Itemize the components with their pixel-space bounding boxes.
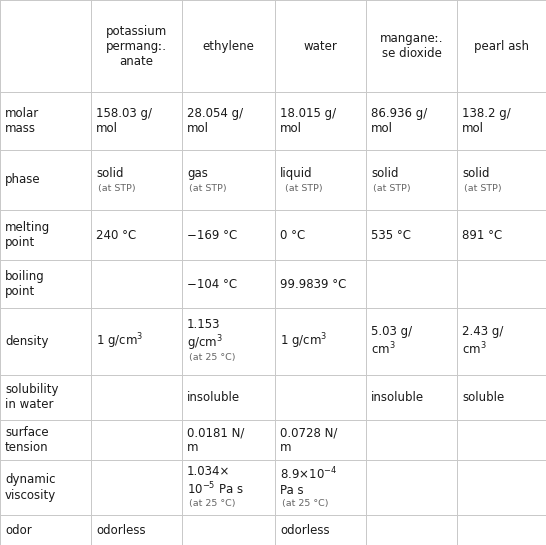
Text: 240 °C: 240 °C xyxy=(96,228,136,241)
Text: potassium
permangː.
anate: potassium permangː. anate xyxy=(106,25,167,68)
Text: manganeː.
se dioxide: manganeː. se dioxide xyxy=(380,32,443,60)
Text: (at STP): (at STP) xyxy=(282,184,323,192)
Text: solid: solid xyxy=(371,167,399,180)
Text: boiling
point: boiling point xyxy=(5,270,45,298)
Text: insoluble: insoluble xyxy=(187,391,240,404)
Text: soluble: soluble xyxy=(462,391,505,404)
Text: (at STP): (at STP) xyxy=(373,184,411,192)
Text: molar
mass: molar mass xyxy=(5,107,39,135)
Text: 138.2 g/
mol: 138.2 g/ mol xyxy=(462,107,511,135)
Text: 99.9839 °C: 99.9839 °C xyxy=(280,277,346,290)
Text: solid: solid xyxy=(96,167,123,180)
Text: 8.9×10$^{-4}$
Pa s: 8.9×10$^{-4}$ Pa s xyxy=(280,465,337,497)
Text: 1 g/cm$^3$: 1 g/cm$^3$ xyxy=(96,332,143,352)
Text: −104 °C: −104 °C xyxy=(187,277,237,290)
Text: 86.936 g/
mol: 86.936 g/ mol xyxy=(371,107,428,135)
Text: pearl ash: pearl ash xyxy=(474,39,529,52)
Text: (at 25 °C): (at 25 °C) xyxy=(189,499,235,508)
Text: solubility
in water: solubility in water xyxy=(5,384,58,411)
Text: insoluble: insoluble xyxy=(371,391,424,404)
Text: liquid: liquid xyxy=(280,167,313,180)
Text: 535 °C: 535 °C xyxy=(371,228,411,241)
Text: (at 25 °C): (at 25 °C) xyxy=(189,353,235,362)
Text: odorless: odorless xyxy=(280,524,330,536)
Text: 0.0181 N/
m: 0.0181 N/ m xyxy=(187,426,245,454)
Text: (at STP): (at STP) xyxy=(189,184,227,192)
Text: ethylene: ethylene xyxy=(203,39,254,52)
Text: 1 g/cm$^3$: 1 g/cm$^3$ xyxy=(280,332,327,352)
Text: 28.054 g/
mol: 28.054 g/ mol xyxy=(187,107,243,135)
Text: 1.034×
10$^{-5}$ Pa s: 1.034× 10$^{-5}$ Pa s xyxy=(187,465,244,498)
Text: odor: odor xyxy=(5,524,32,536)
Text: 5.03 g/
cm$^3$: 5.03 g/ cm$^3$ xyxy=(371,325,412,358)
Text: (at 25 °C): (at 25 °C) xyxy=(282,499,329,508)
Text: surface
tension: surface tension xyxy=(5,426,49,454)
Text: 891 °C: 891 °C xyxy=(462,228,502,241)
Text: water: water xyxy=(304,39,337,52)
Text: 1.153
g/cm$^3$: 1.153 g/cm$^3$ xyxy=(187,318,223,353)
Text: (at STP): (at STP) xyxy=(98,184,135,192)
Text: 2.43 g/
cm$^3$: 2.43 g/ cm$^3$ xyxy=(462,325,503,358)
Text: −169 °C: −169 °C xyxy=(187,228,238,241)
Text: 0 °C: 0 °C xyxy=(280,228,305,241)
Text: melting
point: melting point xyxy=(5,221,50,249)
Text: 18.015 g/
mol: 18.015 g/ mol xyxy=(280,107,336,135)
Text: gas: gas xyxy=(187,167,208,180)
Text: phase: phase xyxy=(5,173,40,186)
Text: 0.0728 N/
m: 0.0728 N/ m xyxy=(280,426,337,454)
Text: solid: solid xyxy=(462,167,490,180)
Text: 158.03 g/
mol: 158.03 g/ mol xyxy=(96,107,152,135)
Text: (at STP): (at STP) xyxy=(464,184,502,192)
Text: density: density xyxy=(5,335,49,348)
Text: odorless: odorless xyxy=(96,524,146,536)
Text: dynamic
viscosity: dynamic viscosity xyxy=(5,474,56,501)
